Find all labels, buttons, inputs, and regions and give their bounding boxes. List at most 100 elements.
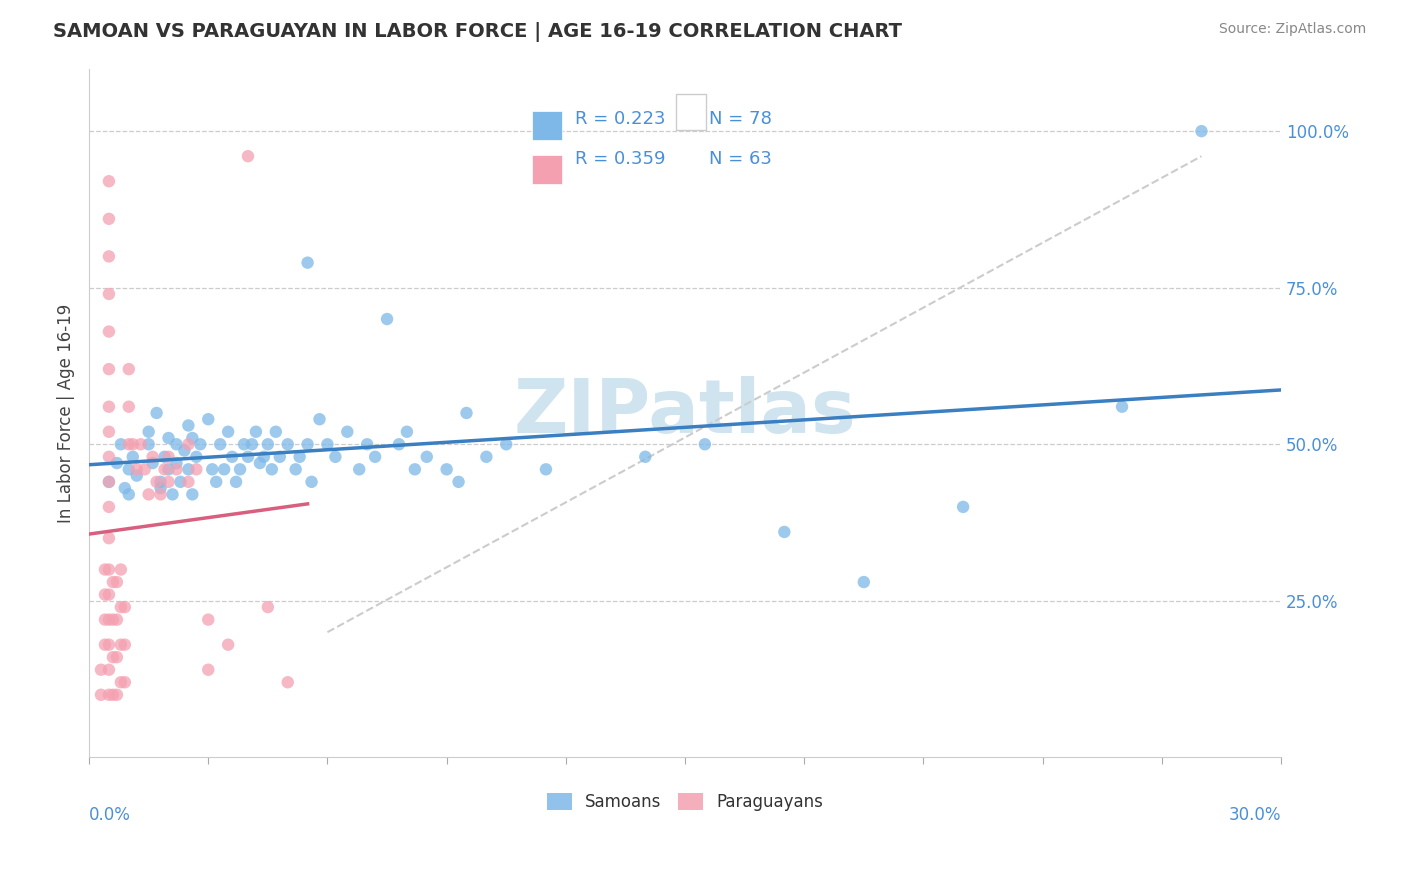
Point [94, 562, 117, 576]
Text: SAMOAN VS PARAGUAYAN IN LABOR FORCE | AGE 16-19 CORRELATION CHART: SAMOAN VS PARAGUAYAN IN LABOR FORCE | AG… [53, 22, 903, 42]
Point [181, 487, 204, 501]
Point [114, 600, 136, 615]
Point [97, 475, 120, 489]
Point [97, 562, 120, 576]
Point [94, 613, 117, 627]
Point [157, 431, 180, 445]
Point [142, 456, 165, 470]
Point [197, 663, 219, 677]
Point [118, 437, 141, 451]
Point [229, 462, 252, 476]
Text: R = 0.359: R = 0.359 [575, 150, 666, 168]
Point [97, 400, 120, 414]
Point [90, 663, 112, 677]
Point [257, 437, 280, 451]
Point [94, 638, 117, 652]
Point [101, 575, 124, 590]
Point [118, 400, 141, 414]
Point [284, 462, 307, 476]
Point [325, 450, 347, 464]
Point [249, 456, 271, 470]
Point [125, 468, 148, 483]
Point [388, 437, 411, 451]
Point [110, 437, 132, 451]
Text: 0.0%: 0.0% [89, 805, 131, 823]
Point [225, 475, 247, 489]
FancyBboxPatch shape [533, 154, 562, 184]
Legend: Samoans, Paraguayans: Samoans, Paraguayans [540, 787, 830, 818]
Text: 30.0%: 30.0% [1229, 805, 1281, 823]
Point [416, 450, 439, 464]
Point [166, 437, 188, 451]
Point [138, 437, 160, 451]
Point [475, 450, 498, 464]
Text: ZIPatlas: ZIPatlas [513, 376, 856, 450]
Point [169, 475, 191, 489]
Point [436, 462, 458, 476]
Point [149, 475, 172, 489]
Point [153, 462, 176, 476]
Point [177, 418, 200, 433]
Point [90, 688, 112, 702]
Text: Source: ZipAtlas.com: Source: ZipAtlas.com [1219, 22, 1367, 37]
Point [177, 462, 200, 476]
Point [97, 450, 120, 464]
Point [212, 462, 235, 476]
Point [347, 462, 370, 476]
Point [97, 174, 120, 188]
Point [217, 425, 239, 439]
Point [233, 437, 256, 451]
Point [188, 437, 211, 451]
Point [1111, 400, 1133, 414]
Point [97, 613, 120, 627]
Point [153, 450, 176, 464]
Point [114, 638, 136, 652]
Text: N = 63: N = 63 [709, 150, 772, 168]
Point [186, 462, 208, 476]
Point [201, 462, 224, 476]
Point [114, 675, 136, 690]
Point [157, 475, 180, 489]
Point [129, 437, 152, 451]
FancyBboxPatch shape [533, 112, 562, 140]
Point [209, 437, 232, 451]
Point [105, 613, 128, 627]
Point [177, 475, 200, 489]
Point [138, 487, 160, 501]
Point [1191, 124, 1213, 138]
Point [217, 638, 239, 652]
Point [197, 412, 219, 426]
Point [121, 437, 143, 451]
Text: R = 0.223: R = 0.223 [575, 110, 666, 128]
Point [97, 425, 120, 439]
Text: N = 78: N = 78 [709, 110, 772, 128]
Point [157, 462, 180, 476]
Point [105, 688, 128, 702]
Point [197, 613, 219, 627]
Point [236, 149, 259, 163]
Point [277, 675, 299, 690]
Point [97, 688, 120, 702]
Point [118, 362, 141, 376]
Point [145, 406, 167, 420]
Point [142, 450, 165, 464]
Point [110, 638, 132, 652]
Point [97, 531, 120, 545]
Point [125, 462, 148, 476]
Point [245, 425, 267, 439]
Point [456, 406, 478, 420]
Point [97, 475, 120, 489]
Point [308, 412, 330, 426]
Point [118, 462, 141, 476]
Point [101, 650, 124, 665]
Point [395, 425, 418, 439]
Point [97, 287, 120, 301]
Point [240, 437, 263, 451]
Point [495, 437, 517, 451]
Point [110, 600, 132, 615]
Point [162, 487, 184, 501]
Point [205, 475, 228, 489]
Point [134, 462, 156, 476]
Point [97, 325, 120, 339]
Point [149, 481, 172, 495]
